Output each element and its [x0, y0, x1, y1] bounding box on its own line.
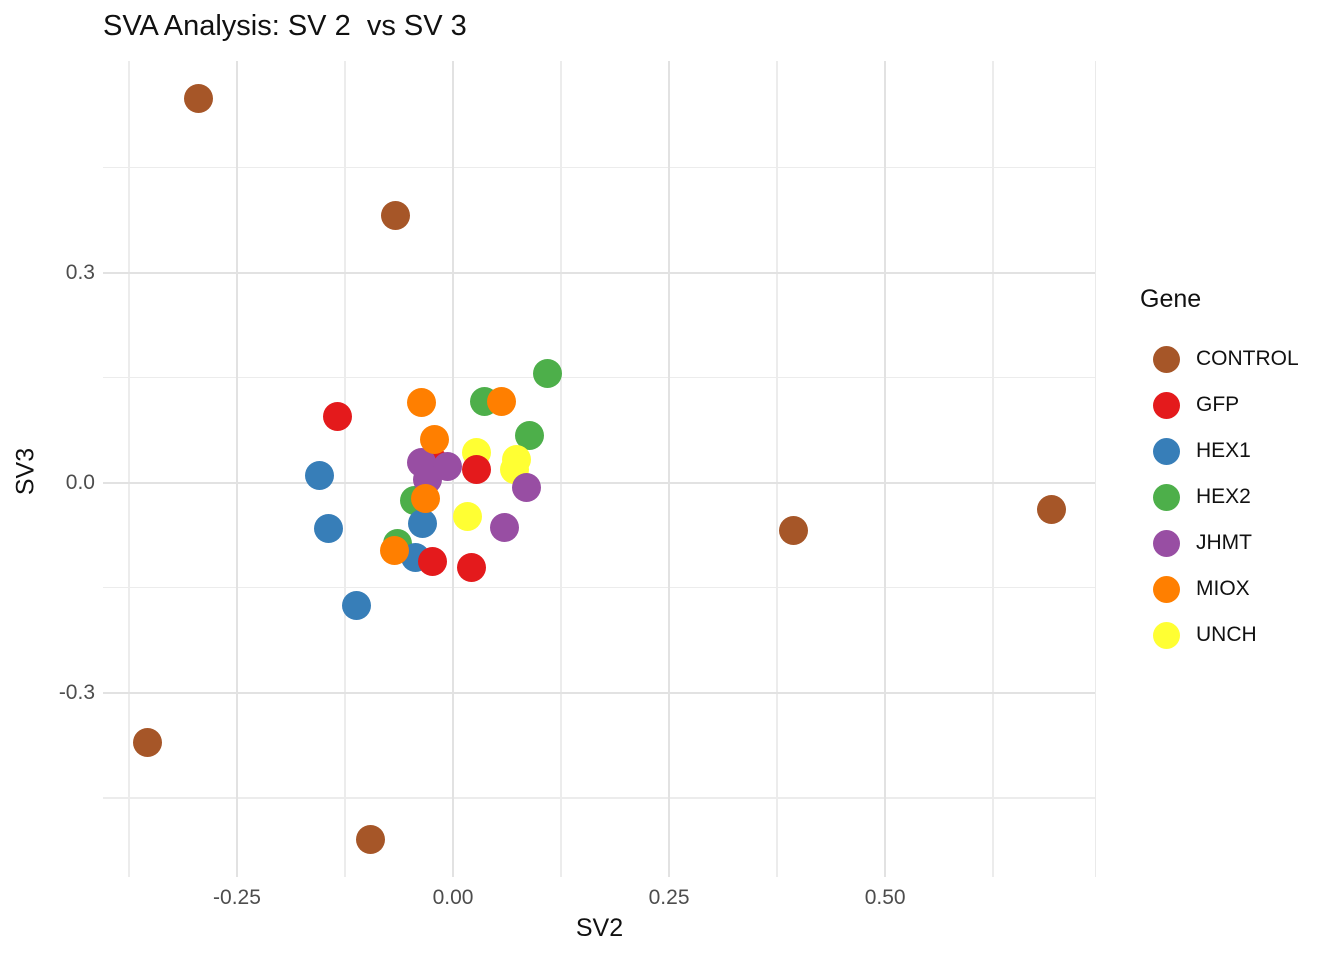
gridline-x-minor	[992, 61, 994, 877]
gridline-x-minor	[128, 61, 130, 877]
x-tick-label: -0.25	[213, 886, 261, 909]
data-point-gfp	[456, 552, 486, 582]
x-tick-label: 0.50	[864, 886, 906, 909]
data-point-miox	[410, 483, 440, 513]
data-point-control	[356, 825, 386, 855]
data-point-miox	[420, 425, 450, 455]
data-point-miox	[486, 386, 516, 416]
data-point-miox	[406, 388, 436, 418]
legend-label: JHMT	[1196, 531, 1252, 554]
legend-swatch-icon	[1153, 437, 1180, 465]
legend-swatch-icon	[1153, 345, 1180, 373]
data-point-unch	[453, 502, 483, 532]
legend-label: HEX2	[1196, 485, 1251, 508]
data-point-control	[1036, 495, 1066, 525]
gridline-y-minor	[103, 376, 1095, 379]
legend-swatch-icon	[1153, 621, 1180, 649]
y-tick-label: -0.3	[58, 680, 95, 704]
y-axis-title: SV3	[11, 447, 40, 496]
legend-item-control: CONTROL	[1140, 336, 1340, 382]
gridline-y-minor	[103, 166, 1095, 169]
legend-item-unch: UNCH	[1140, 612, 1340, 658]
y-tick-label: 0.3	[65, 260, 95, 284]
chart-title: SVA Analysis: SV 2 vs SV 3	[103, 10, 467, 42]
y-tick-label: 0.0	[65, 470, 95, 494]
legend-items: CONTROL GFP HEX1 HEX2 JHMT MIOX UNCH	[1140, 336, 1340, 658]
data-point-gfp	[461, 454, 491, 484]
data-point-control	[779, 515, 809, 545]
data-point-hex1	[304, 461, 334, 491]
legend-label: UNCH	[1196, 623, 1257, 646]
gridline-y-major	[103, 691, 1095, 694]
legend-title: Gene	[1140, 285, 1202, 313]
data-point-hex2	[515, 420, 545, 450]
legend-item-miox: MIOX	[1140, 566, 1340, 612]
gridline-x-major	[668, 61, 671, 877]
x-tick-label: 0.00	[432, 886, 474, 909]
x-axis-title: SV2	[575, 914, 624, 942]
legend-swatch-icon	[1153, 575, 1180, 603]
gridline-x-major	[884, 61, 887, 877]
gridline-y-minor	[103, 797, 1095, 799]
data-point-gfp	[322, 402, 352, 432]
data-point-gfp	[417, 547, 447, 577]
gridline-x-minor	[344, 61, 346, 877]
data-point-jhmt	[511, 473, 541, 503]
data-point-hex2	[532, 358, 562, 388]
data-point-control	[133, 728, 163, 758]
legend-swatch-icon	[1153, 391, 1180, 419]
x-tick-label: 0.25	[648, 886, 690, 909]
legend-label: GFP	[1196, 393, 1240, 416]
data-point-hex1	[314, 513, 344, 543]
legend-item-jhmt: JHMT	[1140, 520, 1340, 566]
gridline-y-major	[103, 481, 1095, 484]
plot-panel	[103, 61, 1096, 877]
gridline-x-major	[235, 61, 238, 877]
legend: Gene CONTROL GFP HEX1 HEX2 JHMT MIOX UNCH	[1140, 285, 1340, 658]
data-point-control	[183, 83, 213, 113]
gridline-y-major	[103, 271, 1095, 274]
gridline-x-minor	[776, 61, 778, 877]
data-point-control	[381, 200, 411, 230]
data-point-hex1	[408, 508, 438, 538]
data-point-miox	[379, 536, 409, 566]
legend-swatch-icon	[1153, 483, 1180, 511]
legend-label: HEX1	[1196, 439, 1251, 462]
data-point-jhmt	[489, 512, 519, 542]
legend-item-hex1: HEX1	[1140, 428, 1340, 474]
data-point-hex1	[341, 590, 371, 620]
gridline-x-minor	[560, 61, 562, 877]
legend-item-hex2: HEX2	[1140, 474, 1340, 520]
legend-label: MIOX	[1196, 577, 1250, 600]
legend-swatch-icon	[1153, 529, 1180, 557]
gridline-y-minor	[103, 586, 1095, 589]
legend-item-gfp: GFP	[1140, 382, 1340, 428]
legend-label: CONTROL	[1196, 347, 1299, 370]
